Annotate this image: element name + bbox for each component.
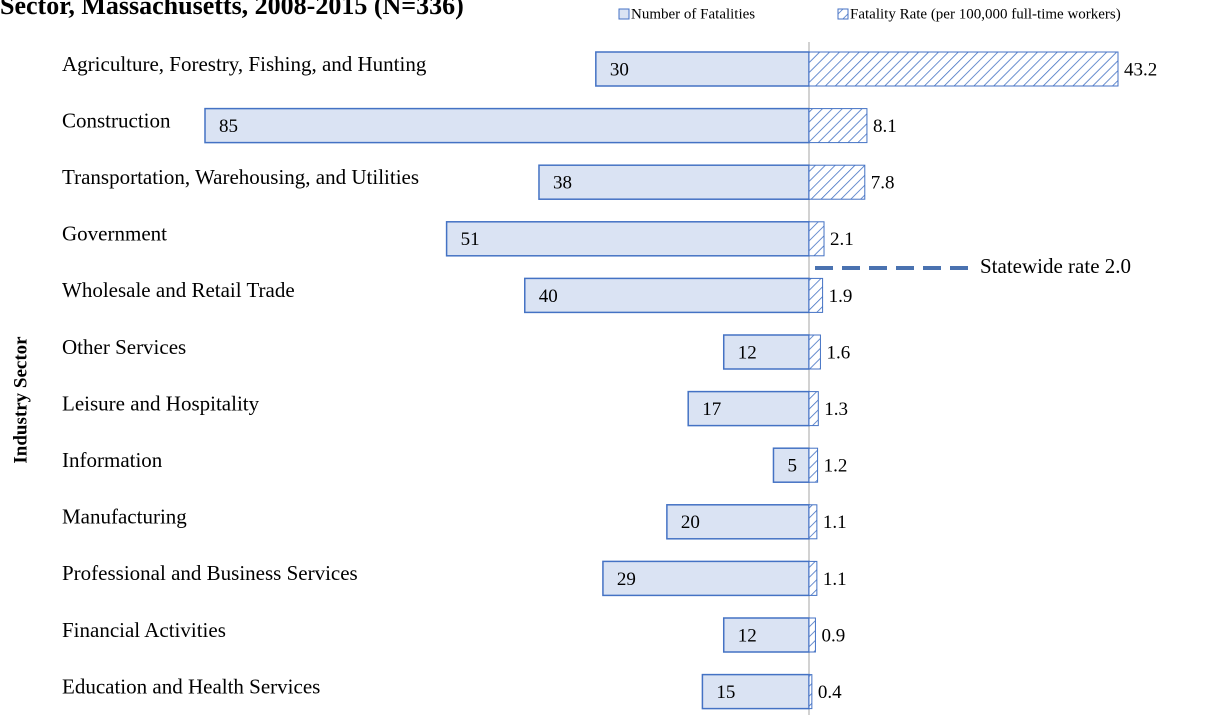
legend-label: Number of Fatalities — [631, 6, 755, 22]
bar — [687, 390, 810, 427]
bar — [808, 560, 818, 596]
bar — [445, 221, 810, 257]
data-label: 15 — [716, 682, 735, 703]
bar — [808, 51, 1119, 87]
data-label: 1.1 — [823, 569, 847, 590]
bar — [808, 674, 813, 710]
chart-title: Sector, Massachusetts, 2008-2015 (N=336) — [0, 0, 464, 20]
annotation: Statewide rate 2.0 — [980, 254, 1131, 278]
data-label: 1.6 — [826, 342, 850, 363]
data-label: 43.2 — [1124, 59, 1157, 80]
legend-label: Fatality Rate (per 100,000 full-time wor… — [850, 6, 1121, 22]
data-label: 2.1 — [830, 229, 854, 250]
bar — [808, 617, 816, 653]
category-label: Financial Activities — [62, 618, 226, 642]
data-label: 38 — [553, 173, 572, 194]
bar — [204, 107, 810, 144]
bar — [772, 447, 810, 483]
data-label: 1.3 — [824, 399, 848, 420]
category-label: Education and Health Services — [62, 674, 320, 698]
data-label: 7.8 — [871, 173, 895, 194]
bar — [808, 221, 825, 257]
bar — [722, 334, 810, 370]
bar — [808, 391, 819, 427]
data-label: 1.1 — [823, 512, 847, 533]
category-label: Leisure and Hospitality — [62, 391, 260, 415]
data-label: 8.1 — [873, 116, 897, 137]
data-label: 30 — [610, 59, 629, 80]
category-label: Transportation, Warehousing, and Utiliti… — [62, 165, 419, 189]
data-label: 5 — [787, 456, 797, 477]
data-label: 17 — [702, 399, 721, 420]
data-label: 51 — [461, 229, 480, 250]
category-label: Information — [62, 448, 163, 472]
legend-swatch — [837, 8, 849, 20]
category-label: Wholesale and Retail Trade — [62, 278, 295, 302]
legend-swatch — [618, 8, 630, 20]
data-label: 20 — [681, 512, 700, 533]
category-label: Agriculture, Forestry, Fishing, and Hunt… — [62, 52, 427, 76]
data-label: 29 — [617, 569, 636, 590]
bar — [808, 108, 868, 144]
category-label: Government — [62, 222, 167, 246]
bar — [808, 334, 821, 370]
data-label: 12 — [738, 342, 757, 363]
data-label: 1.9 — [829, 286, 853, 307]
data-label: 40 — [539, 286, 558, 307]
y-axis-label: Industry Sector — [10, 336, 31, 464]
data-label: 85 — [219, 116, 238, 137]
bar — [808, 447, 819, 483]
data-label: 1.2 — [824, 456, 848, 477]
bar — [808, 277, 824, 313]
bar — [808, 164, 866, 200]
category-label: Other Services — [62, 335, 186, 359]
bar — [524, 277, 810, 314]
bar — [538, 164, 810, 200]
data-label: 0.4 — [818, 682, 842, 703]
category-label: Professional and Business Services — [62, 561, 358, 585]
bar — [722, 617, 810, 653]
bar — [808, 504, 818, 540]
data-label: 12 — [738, 625, 757, 646]
category-label: Manufacturing — [62, 505, 187, 529]
data-label: 0.9 — [821, 625, 845, 646]
category-label: Construction — [62, 108, 171, 132]
